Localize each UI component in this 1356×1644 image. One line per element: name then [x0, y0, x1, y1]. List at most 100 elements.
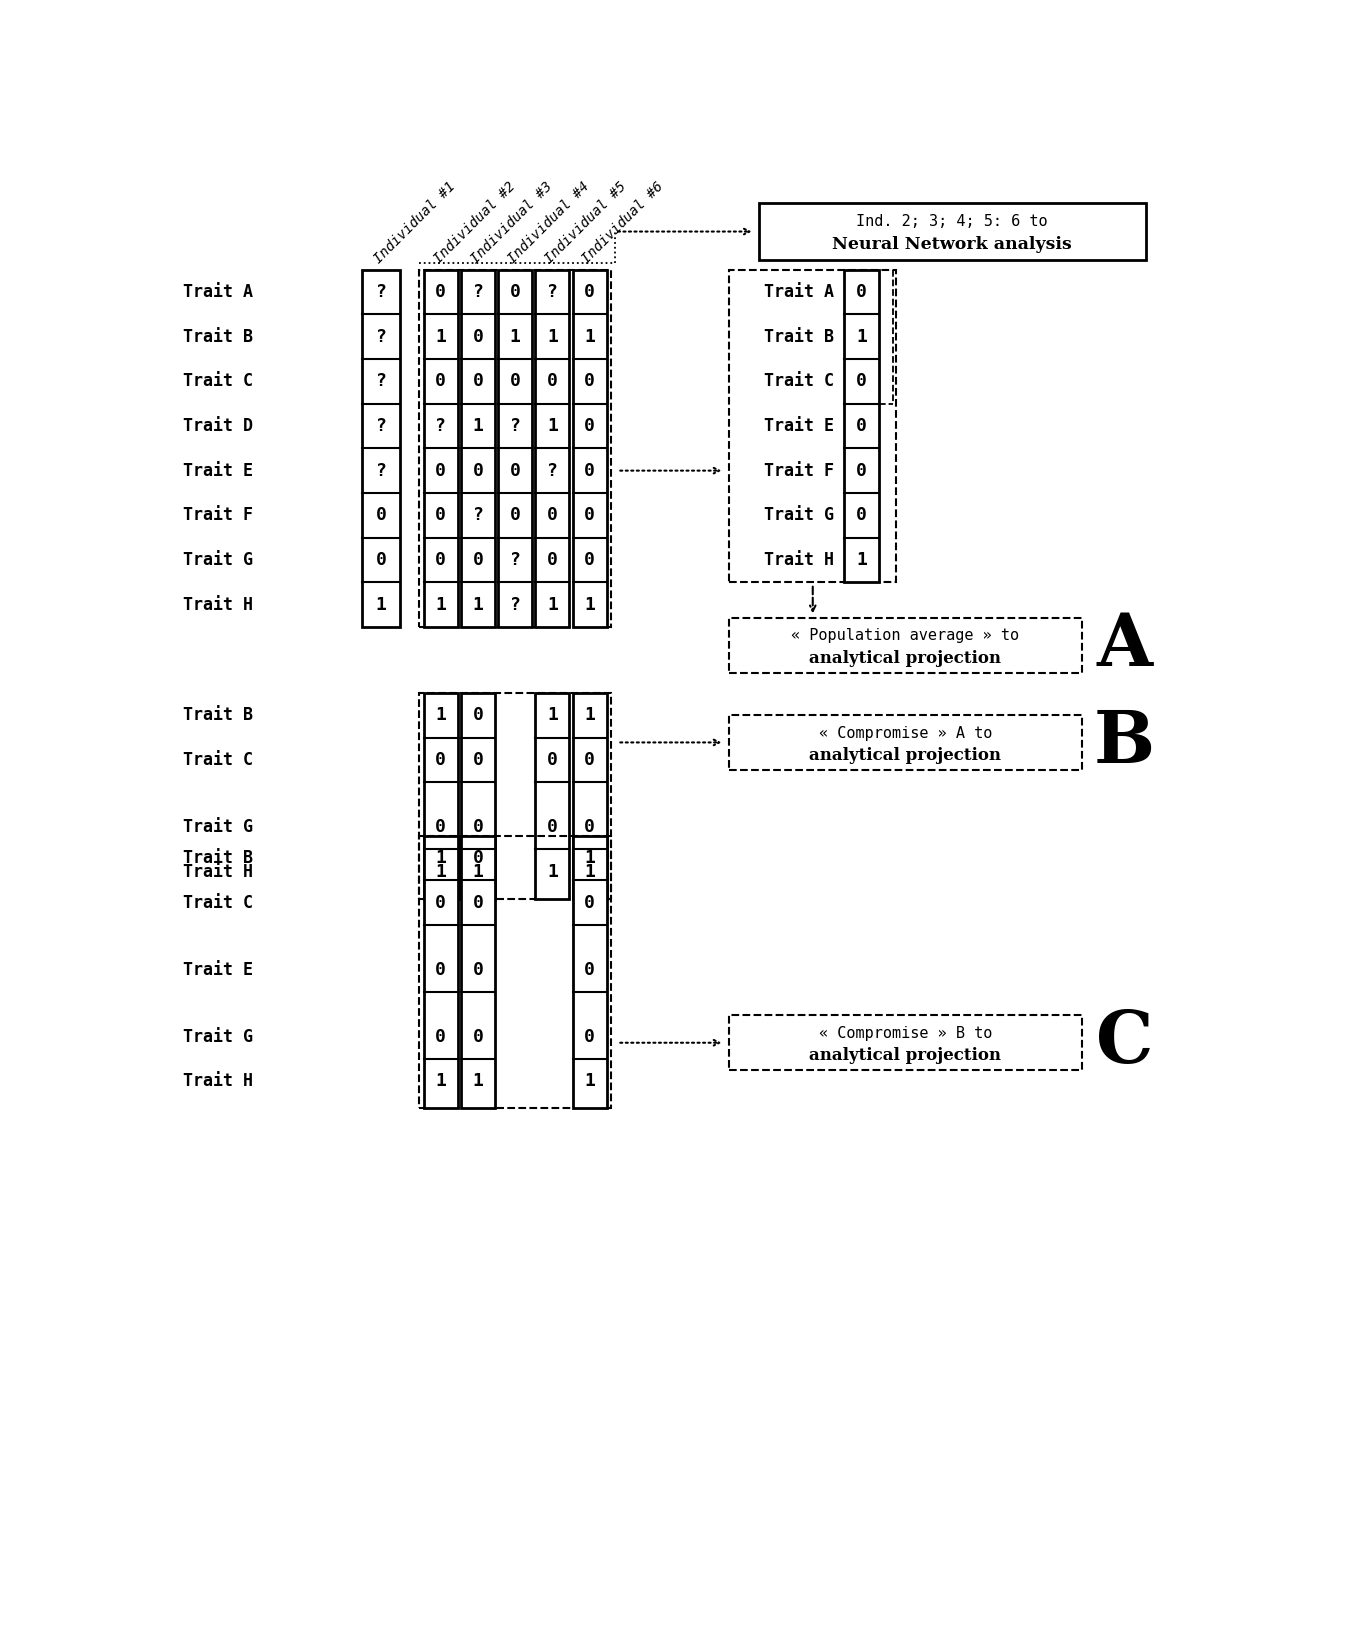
Text: Trait E: Trait E — [183, 960, 254, 978]
Text: Trait F: Trait F — [765, 462, 834, 480]
Text: 1: 1 — [584, 595, 595, 613]
Text: 0: 0 — [510, 462, 521, 480]
Text: Trait A: Trait A — [183, 283, 254, 301]
Text: 0: 0 — [584, 960, 595, 978]
Bar — [730, 618, 1082, 672]
Text: 0: 0 — [584, 372, 595, 390]
Text: 0: 0 — [546, 506, 557, 524]
Text: 1: 1 — [435, 1072, 446, 1090]
Text: 1: 1 — [472, 1072, 483, 1090]
Text: ?: ? — [546, 283, 557, 301]
Text: ?: ? — [376, 283, 386, 301]
Bar — [461, 270, 495, 626]
Text: Trait H: Trait H — [765, 551, 834, 569]
Text: 1: 1 — [376, 595, 386, 613]
Text: 0: 0 — [584, 506, 595, 524]
Text: ?: ? — [472, 283, 483, 301]
Text: Individual #4: Individual #4 — [506, 179, 593, 266]
Text: 0: 0 — [546, 751, 557, 769]
Text: 0: 0 — [435, 751, 446, 769]
Text: ?: ? — [376, 372, 386, 390]
Bar — [423, 270, 458, 626]
Text: Individual #5: Individual #5 — [542, 179, 629, 266]
Text: Trait C: Trait C — [765, 372, 834, 390]
Text: C: C — [1096, 1008, 1153, 1078]
Bar — [423, 835, 458, 1108]
Text: 0: 0 — [856, 462, 866, 480]
Text: 0: 0 — [472, 372, 483, 390]
Text: 0: 0 — [546, 372, 557, 390]
Text: Trait B: Trait B — [183, 707, 254, 725]
Text: 0: 0 — [472, 1028, 483, 1046]
Text: 1: 1 — [472, 595, 483, 613]
Text: 0: 0 — [584, 751, 595, 769]
Bar — [419, 694, 612, 899]
Text: 0: 0 — [472, 462, 483, 480]
Bar — [423, 694, 458, 899]
Text: ?: ? — [510, 551, 521, 569]
Text: 1: 1 — [435, 595, 446, 613]
Text: Trait G: Trait G — [183, 1028, 254, 1046]
Text: 0: 0 — [584, 1028, 595, 1046]
Text: « Population average » to: « Population average » to — [792, 628, 1020, 643]
Text: 0: 0 — [472, 707, 483, 725]
Text: 0: 0 — [472, 751, 483, 769]
Text: ?: ? — [546, 462, 557, 480]
Bar — [843, 270, 880, 582]
Text: 0: 0 — [584, 462, 595, 480]
Text: 0: 0 — [584, 894, 595, 912]
Text: 1: 1 — [546, 595, 557, 613]
Text: Trait E: Trait E — [765, 418, 834, 436]
Bar — [572, 835, 606, 1108]
Text: 1: 1 — [584, 707, 595, 725]
Bar — [730, 270, 896, 582]
Text: A: A — [1096, 610, 1153, 681]
Text: 1: 1 — [546, 707, 557, 725]
Text: 0: 0 — [435, 462, 446, 480]
Text: Trait C: Trait C — [183, 751, 254, 769]
Bar — [536, 270, 570, 626]
Text: 0: 0 — [546, 551, 557, 569]
Text: analytical projection: analytical projection — [810, 1047, 1001, 1064]
Text: 0: 0 — [435, 894, 446, 912]
Text: 0: 0 — [435, 819, 446, 837]
Text: 1: 1 — [435, 848, 446, 866]
Text: 1: 1 — [546, 418, 557, 436]
Bar — [362, 270, 400, 626]
Text: 0: 0 — [856, 283, 866, 301]
Text: Trait H: Trait H — [183, 595, 254, 613]
Text: 0: 0 — [856, 506, 866, 524]
Bar — [461, 835, 495, 1108]
Bar — [758, 202, 1146, 260]
Text: Trait G: Trait G — [183, 551, 254, 569]
Bar — [730, 1014, 1082, 1070]
Text: Trait G: Trait G — [183, 819, 254, 837]
Text: Trait F: Trait F — [183, 506, 254, 524]
Text: 0: 0 — [510, 506, 521, 524]
Text: Trait B: Trait B — [765, 327, 834, 345]
Text: Individual #1: Individual #1 — [372, 179, 458, 266]
Text: Individual #3: Individual #3 — [468, 179, 555, 266]
Text: Trait C: Trait C — [183, 894, 254, 912]
Bar — [419, 270, 612, 626]
Text: 0: 0 — [435, 1028, 446, 1046]
Text: 0: 0 — [546, 819, 557, 837]
Text: « Compromise » B to: « Compromise » B to — [819, 1026, 993, 1041]
Text: Neural Network analysis: Neural Network analysis — [833, 237, 1073, 253]
Text: ?: ? — [376, 418, 386, 436]
Bar — [461, 694, 495, 899]
Text: 1: 1 — [435, 707, 446, 725]
Text: Trait E: Trait E — [183, 462, 254, 480]
Text: 0: 0 — [472, 327, 483, 345]
Text: Trait B: Trait B — [183, 327, 254, 345]
Bar — [572, 270, 606, 626]
Text: 0: 0 — [856, 372, 866, 390]
Bar — [536, 694, 570, 899]
Text: Individual #6: Individual #6 — [579, 179, 667, 266]
Text: Trait A: Trait A — [765, 283, 834, 301]
Text: analytical projection: analytical projection — [810, 746, 1001, 764]
Text: 0: 0 — [510, 372, 521, 390]
Text: 0: 0 — [435, 372, 446, 390]
Text: 1: 1 — [546, 863, 557, 881]
Text: analytical projection: analytical projection — [810, 649, 1001, 667]
